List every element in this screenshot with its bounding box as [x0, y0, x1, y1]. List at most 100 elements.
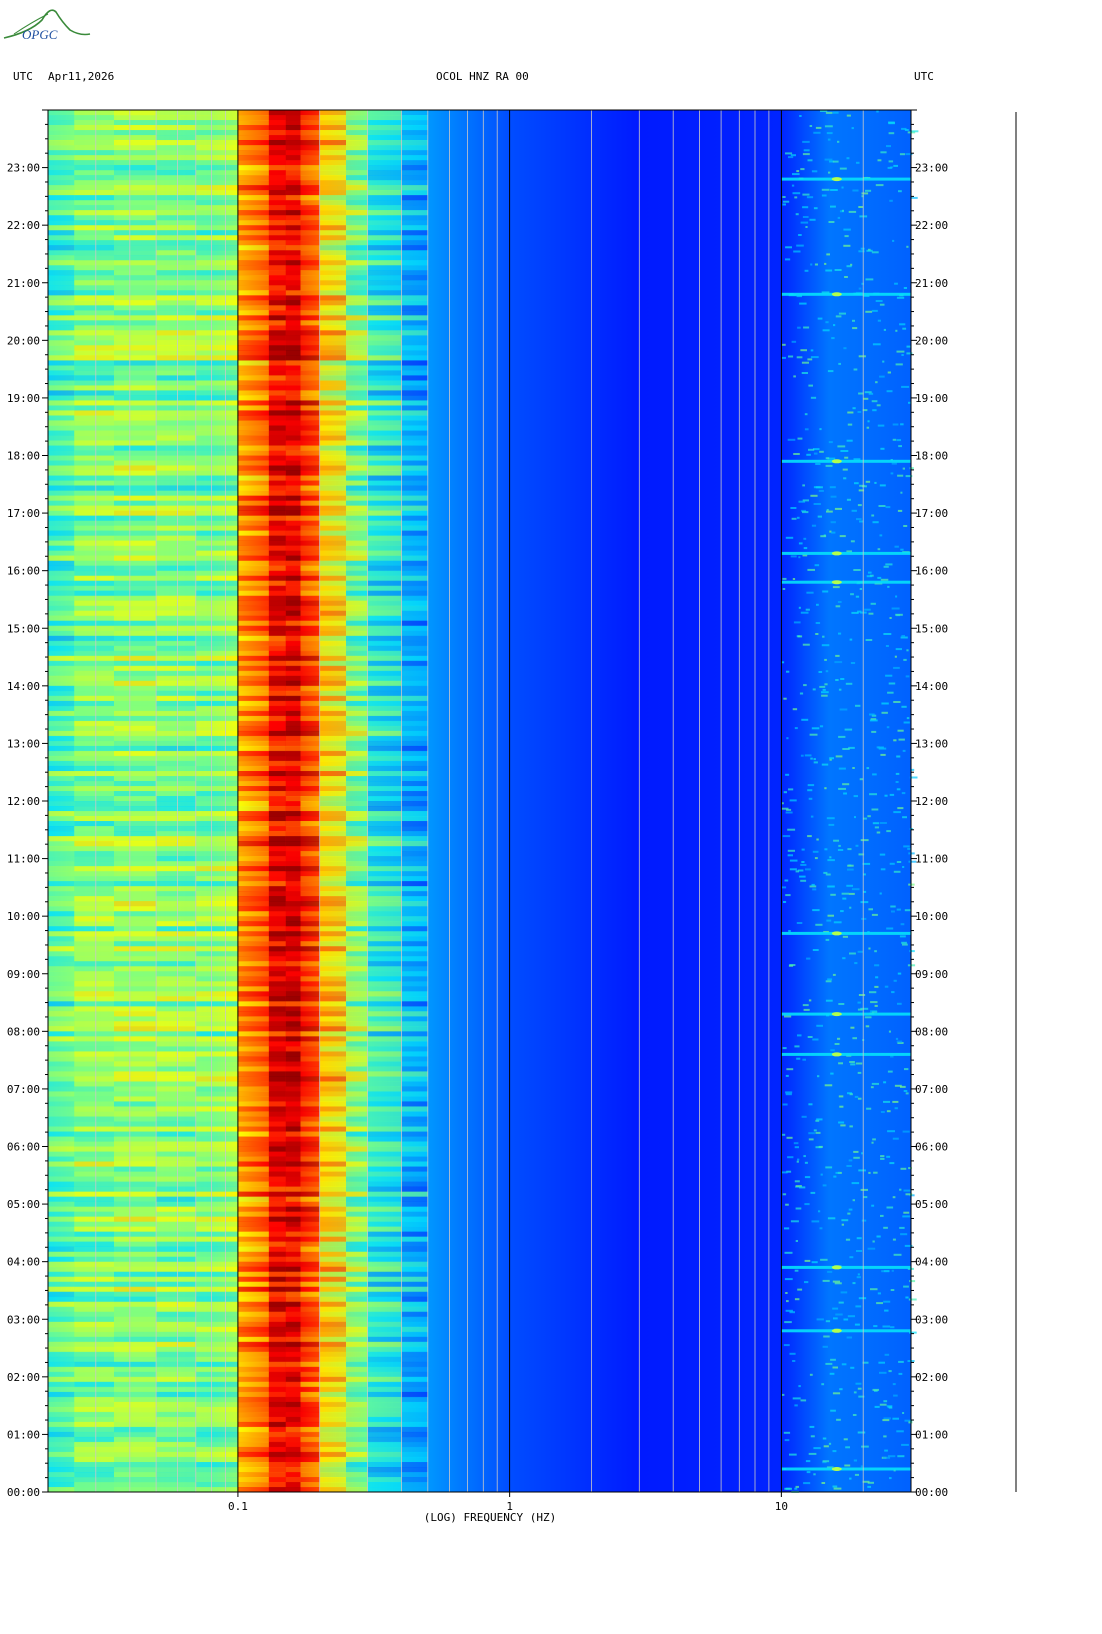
spectral-cell	[114, 1096, 157, 1102]
spectral-cell	[285, 585, 301, 592]
hf-noise-speck	[800, 754, 804, 757]
spectral-cell	[319, 1336, 346, 1343]
hf-noise-speck	[910, 768, 915, 771]
spectral-cell	[401, 971, 428, 977]
spectral-cell	[48, 871, 75, 877]
spectral-cell	[237, 846, 269, 852]
spectral-cell	[114, 510, 157, 516]
spectral-cell	[48, 1221, 75, 1227]
hf-noise-speck	[810, 757, 813, 760]
spectral-cell	[346, 1181, 368, 1187]
spectral-cell	[401, 1351, 428, 1358]
spectral-cell	[346, 265, 368, 271]
spectral-cell	[74, 1031, 114, 1037]
hf-noise-speck	[785, 258, 791, 261]
spectral-cell	[114, 1026, 157, 1032]
spectral-cell	[300, 640, 320, 647]
spectral-cell	[367, 1256, 402, 1263]
spectral-cell	[156, 1101, 196, 1107]
spectral-cell	[401, 1311, 428, 1318]
spectral-cell	[285, 981, 301, 987]
spectral-cell	[285, 876, 301, 882]
spectral-cell	[367, 410, 402, 416]
spectral-cell	[237, 1306, 269, 1313]
spectral-cell	[346, 926, 368, 932]
spectral-cell	[300, 776, 320, 782]
hf-noise-speck	[902, 816, 907, 819]
spectral-cell	[401, 776, 428, 782]
spectral-cell	[346, 1291, 368, 1298]
spectral-cell	[195, 265, 238, 271]
hf-noise-speck	[888, 682, 896, 685]
hf-noise-speck	[905, 1193, 913, 1196]
spectral-cell	[195, 1356, 238, 1363]
spectral-cell	[48, 330, 75, 336]
spectral-cell	[367, 1166, 402, 1172]
hf-noise-speck	[899, 323, 906, 326]
spectral-cell	[285, 530, 301, 536]
spectral-cell	[367, 370, 402, 376]
spectral-cell	[401, 590, 428, 597]
spectral-cell	[319, 180, 346, 186]
spectral-cell	[346, 155, 368, 161]
y-tick-label-right: 22:00	[915, 219, 948, 232]
spectral-cell	[285, 1096, 301, 1102]
spectral-cell	[319, 680, 346, 687]
spectral-cell	[114, 1136, 157, 1142]
y-tick-label-left: 08:00	[7, 1025, 40, 1038]
hf-noise-speck	[858, 994, 866, 996]
spectral-cell	[48, 115, 75, 121]
spectral-cell	[74, 996, 114, 1002]
hf-noise-speck	[827, 978, 833, 981]
spectral-cell	[401, 941, 428, 947]
spectral-cell	[74, 861, 114, 867]
hf-noise-speck	[796, 170, 800, 173]
spectral-cell	[195, 1311, 238, 1318]
spectral-cell	[237, 1146, 269, 1152]
spectral-cell	[285, 1281, 301, 1288]
spectral-cell	[346, 460, 368, 466]
spectral-cell	[300, 335, 320, 341]
hf-noise-speck	[892, 1100, 899, 1103]
spectral-cell	[195, 971, 238, 977]
spectral-cell	[48, 1111, 75, 1117]
spectral-cell	[237, 175, 269, 181]
hf-noise-speck	[880, 447, 885, 450]
spectral-cell	[195, 475, 238, 481]
spectral-cell	[346, 545, 368, 551]
spectral-cell	[237, 1391, 269, 1398]
hf-noise-speck	[853, 1150, 859, 1153]
spectral-cell	[195, 495, 238, 501]
spectral-cell	[237, 735, 269, 742]
spectral-cell	[48, 680, 75, 687]
hf-noise-speck	[891, 462, 897, 465]
spectral-cell	[268, 255, 286, 261]
hf-noise-speck	[829, 160, 834, 163]
hf-noise-speck	[880, 868, 886, 871]
hf-noise-speck	[876, 1235, 881, 1238]
spectral-cell	[367, 205, 402, 211]
spectral-cell	[114, 275, 157, 281]
spectral-cell	[319, 846, 346, 852]
hf-noise-speck	[825, 457, 830, 460]
spectral-cell	[74, 1041, 114, 1047]
spectral-cell	[237, 1482, 269, 1488]
spectral-cell	[74, 1081, 114, 1087]
spectral-cell	[114, 755, 157, 762]
spectral-cell	[300, 210, 320, 216]
spectral-cell	[268, 966, 286, 972]
hf-noise-speck	[895, 772, 900, 775]
spectral-cell	[285, 1316, 301, 1323]
spectral-cell	[195, 1091, 238, 1097]
spectral-cell	[74, 1076, 114, 1082]
hf-noise-speck	[904, 1419, 912, 1422]
spectral-cell	[401, 856, 428, 862]
spectral-cell	[237, 836, 269, 842]
spectral-cell	[195, 1061, 238, 1067]
spectral-cell	[48, 891, 75, 897]
spectral-cell	[319, 310, 346, 316]
spectral-cell	[195, 1221, 238, 1227]
spectral-cell	[237, 195, 269, 201]
spectral-cell	[401, 1201, 428, 1207]
spectral-cell	[114, 490, 157, 496]
